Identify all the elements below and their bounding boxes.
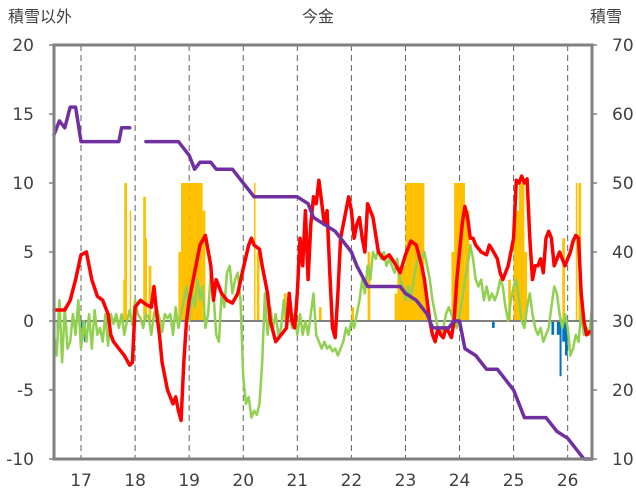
series-line-purple-2 (52, 105, 132, 144)
orange-bar-11 (254, 183, 256, 321)
blue-bar-4 (551, 321, 555, 335)
orange-bar-27 (508, 279, 511, 321)
plot-area (52, 45, 594, 461)
blue-bar-7 (562, 321, 565, 342)
orange-bar-21 (418, 183, 425, 321)
right-tick-label-5: 20 (612, 381, 634, 401)
right-tick-label-0: 70 (612, 36, 634, 56)
x-tick-label-20: 20 (232, 471, 254, 491)
x-tick-label-26: 26 (557, 471, 579, 491)
orange-bar-28 (513, 210, 520, 321)
orange-bar-0 (123, 279, 125, 321)
orange-bar-25 (459, 183, 465, 321)
orange-bar-3 (143, 196, 146, 321)
left-tick-label-2: 10 (12, 174, 34, 194)
x-tick-label-18: 18 (124, 471, 146, 491)
right-tick-label-3: 40 (612, 243, 634, 263)
orange-bar-12 (256, 252, 260, 321)
left-tick-label-0: 20 (12, 36, 34, 56)
x-tick-label-22: 22 (341, 471, 363, 491)
orange-bar-2 (129, 210, 132, 321)
orange-bar-4 (144, 238, 148, 321)
orange-bar-32 (575, 183, 578, 321)
x-tick-label-21: 21 (286, 471, 308, 491)
chart-title: 今金 (302, 7, 334, 26)
blue-bar-3 (491, 321, 495, 328)
blue-bar-6 (559, 321, 562, 377)
right-tick-label-2: 50 (612, 174, 634, 194)
left-axis-title: 積雪以外 (8, 7, 72, 26)
x-tick-label-19: 19 (178, 471, 200, 491)
blue-bar-5 (556, 321, 560, 335)
orange-bar-1 (124, 183, 127, 321)
x-tick-label-25: 25 (503, 471, 525, 491)
series-line-red-0 (52, 174, 592, 423)
right-tick-label-6: 10 (612, 450, 634, 470)
orange-bar-17 (394, 293, 398, 321)
x-tick-label-17: 17 (70, 471, 92, 491)
left-tick-label-1: 15 (12, 105, 34, 125)
blue-bar-8 (564, 321, 568, 356)
orange-bar-23 (451, 252, 455, 321)
orange-bar-31 (562, 238, 565, 321)
orange-bar-7 (181, 183, 190, 321)
right-tick-label-4: 30 (612, 312, 634, 332)
orange-bar-20 (413, 183, 419, 321)
orange-bar-14 (318, 307, 322, 321)
orange-bar-19 (405, 183, 414, 321)
orange-bar-30 (524, 252, 528, 321)
orange-bar-29 (519, 183, 525, 321)
series-line-purple-3 (144, 139, 594, 461)
series-line-green-1 (52, 243, 594, 419)
orange-bar-18 (397, 265, 406, 321)
left-tick-label-4: 0 (23, 312, 34, 332)
x-tick-label-24: 24 (449, 471, 471, 491)
orange-bar-10 (202, 210, 206, 321)
left-tick-label-3: 5 (23, 243, 34, 263)
right-axis-title: 積雪 (590, 7, 622, 26)
orange-bar-15 (351, 307, 355, 321)
orange-bar-22 (424, 293, 428, 321)
x-tick-label-23: 23 (395, 471, 417, 491)
orange-bar-5 (148, 265, 152, 321)
orange-bar-6 (178, 252, 182, 321)
left-tick-label-6: -10 (6, 450, 34, 470)
right-tick-label-1: 60 (612, 105, 634, 125)
left-tick-label-5: -5 (17, 381, 34, 401)
orange-bar-8 (189, 183, 195, 321)
orange-bar-24 (454, 183, 460, 321)
